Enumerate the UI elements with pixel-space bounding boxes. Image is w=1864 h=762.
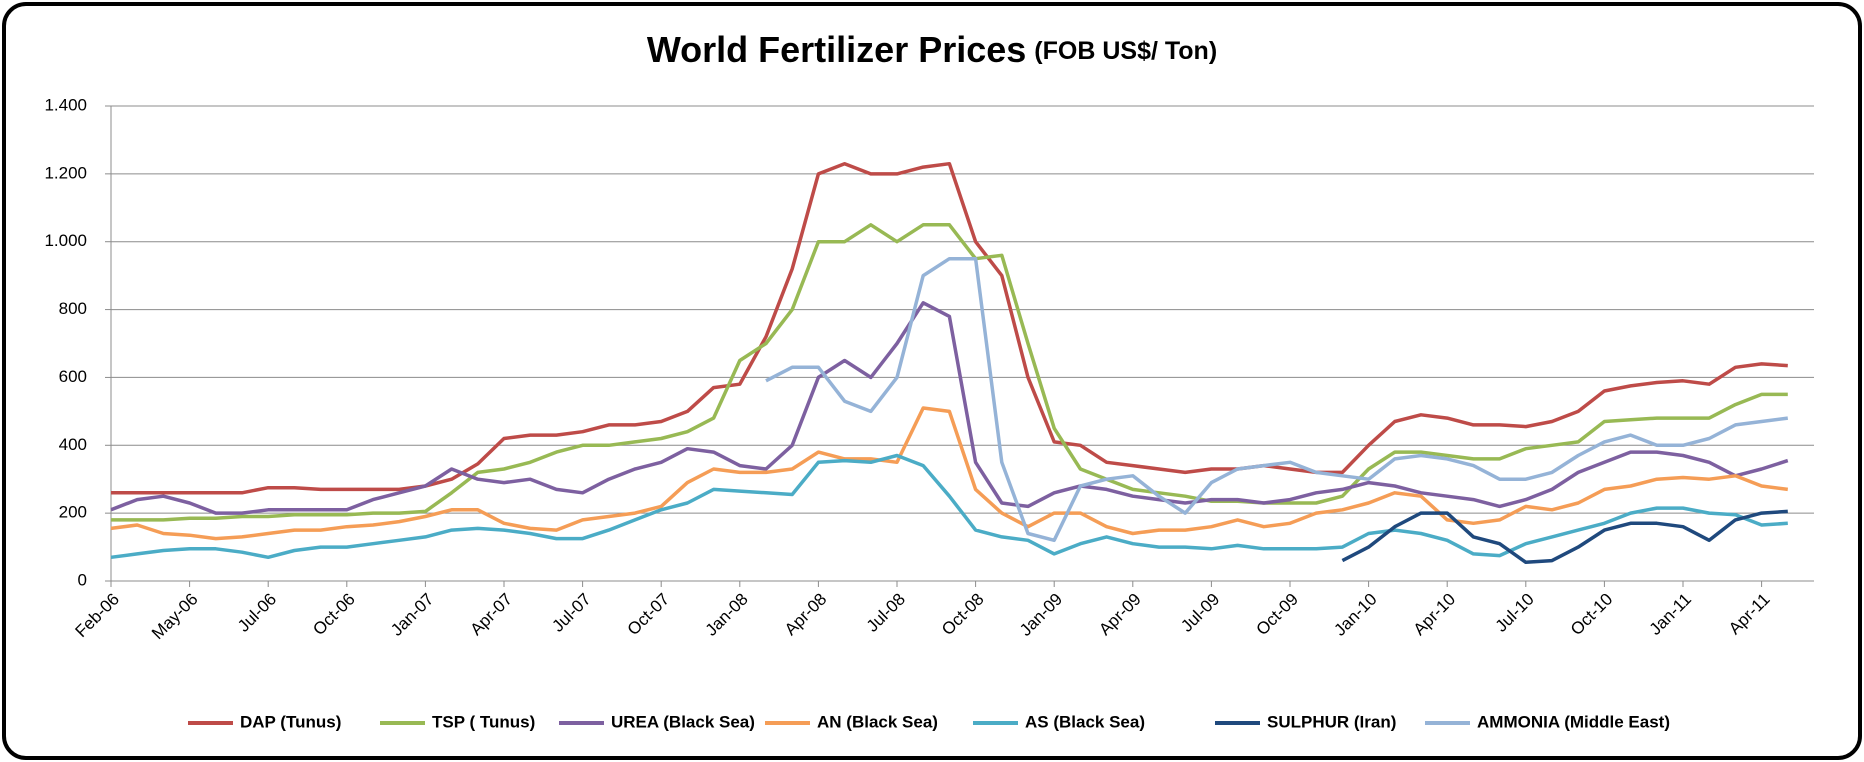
chart-heading: World Fertilizer Prices (FOB US$/ Ton): [647, 29, 1217, 70]
y-tick-label: 1.000: [44, 231, 87, 250]
y-tick-label: 200: [59, 503, 87, 522]
chart-subtitle: (FOB US$/ Ton): [1034, 37, 1217, 65]
chart-title: World Fertilizer Prices: [647, 29, 1026, 70]
y-tick-label: 0: [78, 570, 87, 589]
y-tick-label: 400: [59, 435, 87, 454]
legend-label: DAP (Tunus): [240, 712, 341, 731]
series-line: [111, 161, 1788, 495]
y-tick-label: 600: [59, 367, 87, 386]
legend-label: AS (Black Sea): [1025, 712, 1145, 731]
series-line: [111, 223, 1788, 522]
series-line: [110, 406, 1789, 541]
legend-label: TSP ( Tunus): [432, 712, 535, 731]
series-line: [1341, 509, 1788, 565]
y-tick-label: 1.200: [44, 163, 87, 182]
legend-label: AN (Black Sea): [817, 712, 938, 731]
series-line: [110, 301, 1789, 515]
legend-label: UREA (Black Sea): [611, 712, 755, 731]
y-tick-label: 1.400: [44, 95, 87, 114]
legend-label: SULPHUR (Iran): [1267, 712, 1396, 731]
legend-label: AMMONIA (Middle East): [1477, 712, 1670, 731]
y-tick-label: 800: [59, 299, 87, 318]
series-line: [765, 256, 1789, 543]
